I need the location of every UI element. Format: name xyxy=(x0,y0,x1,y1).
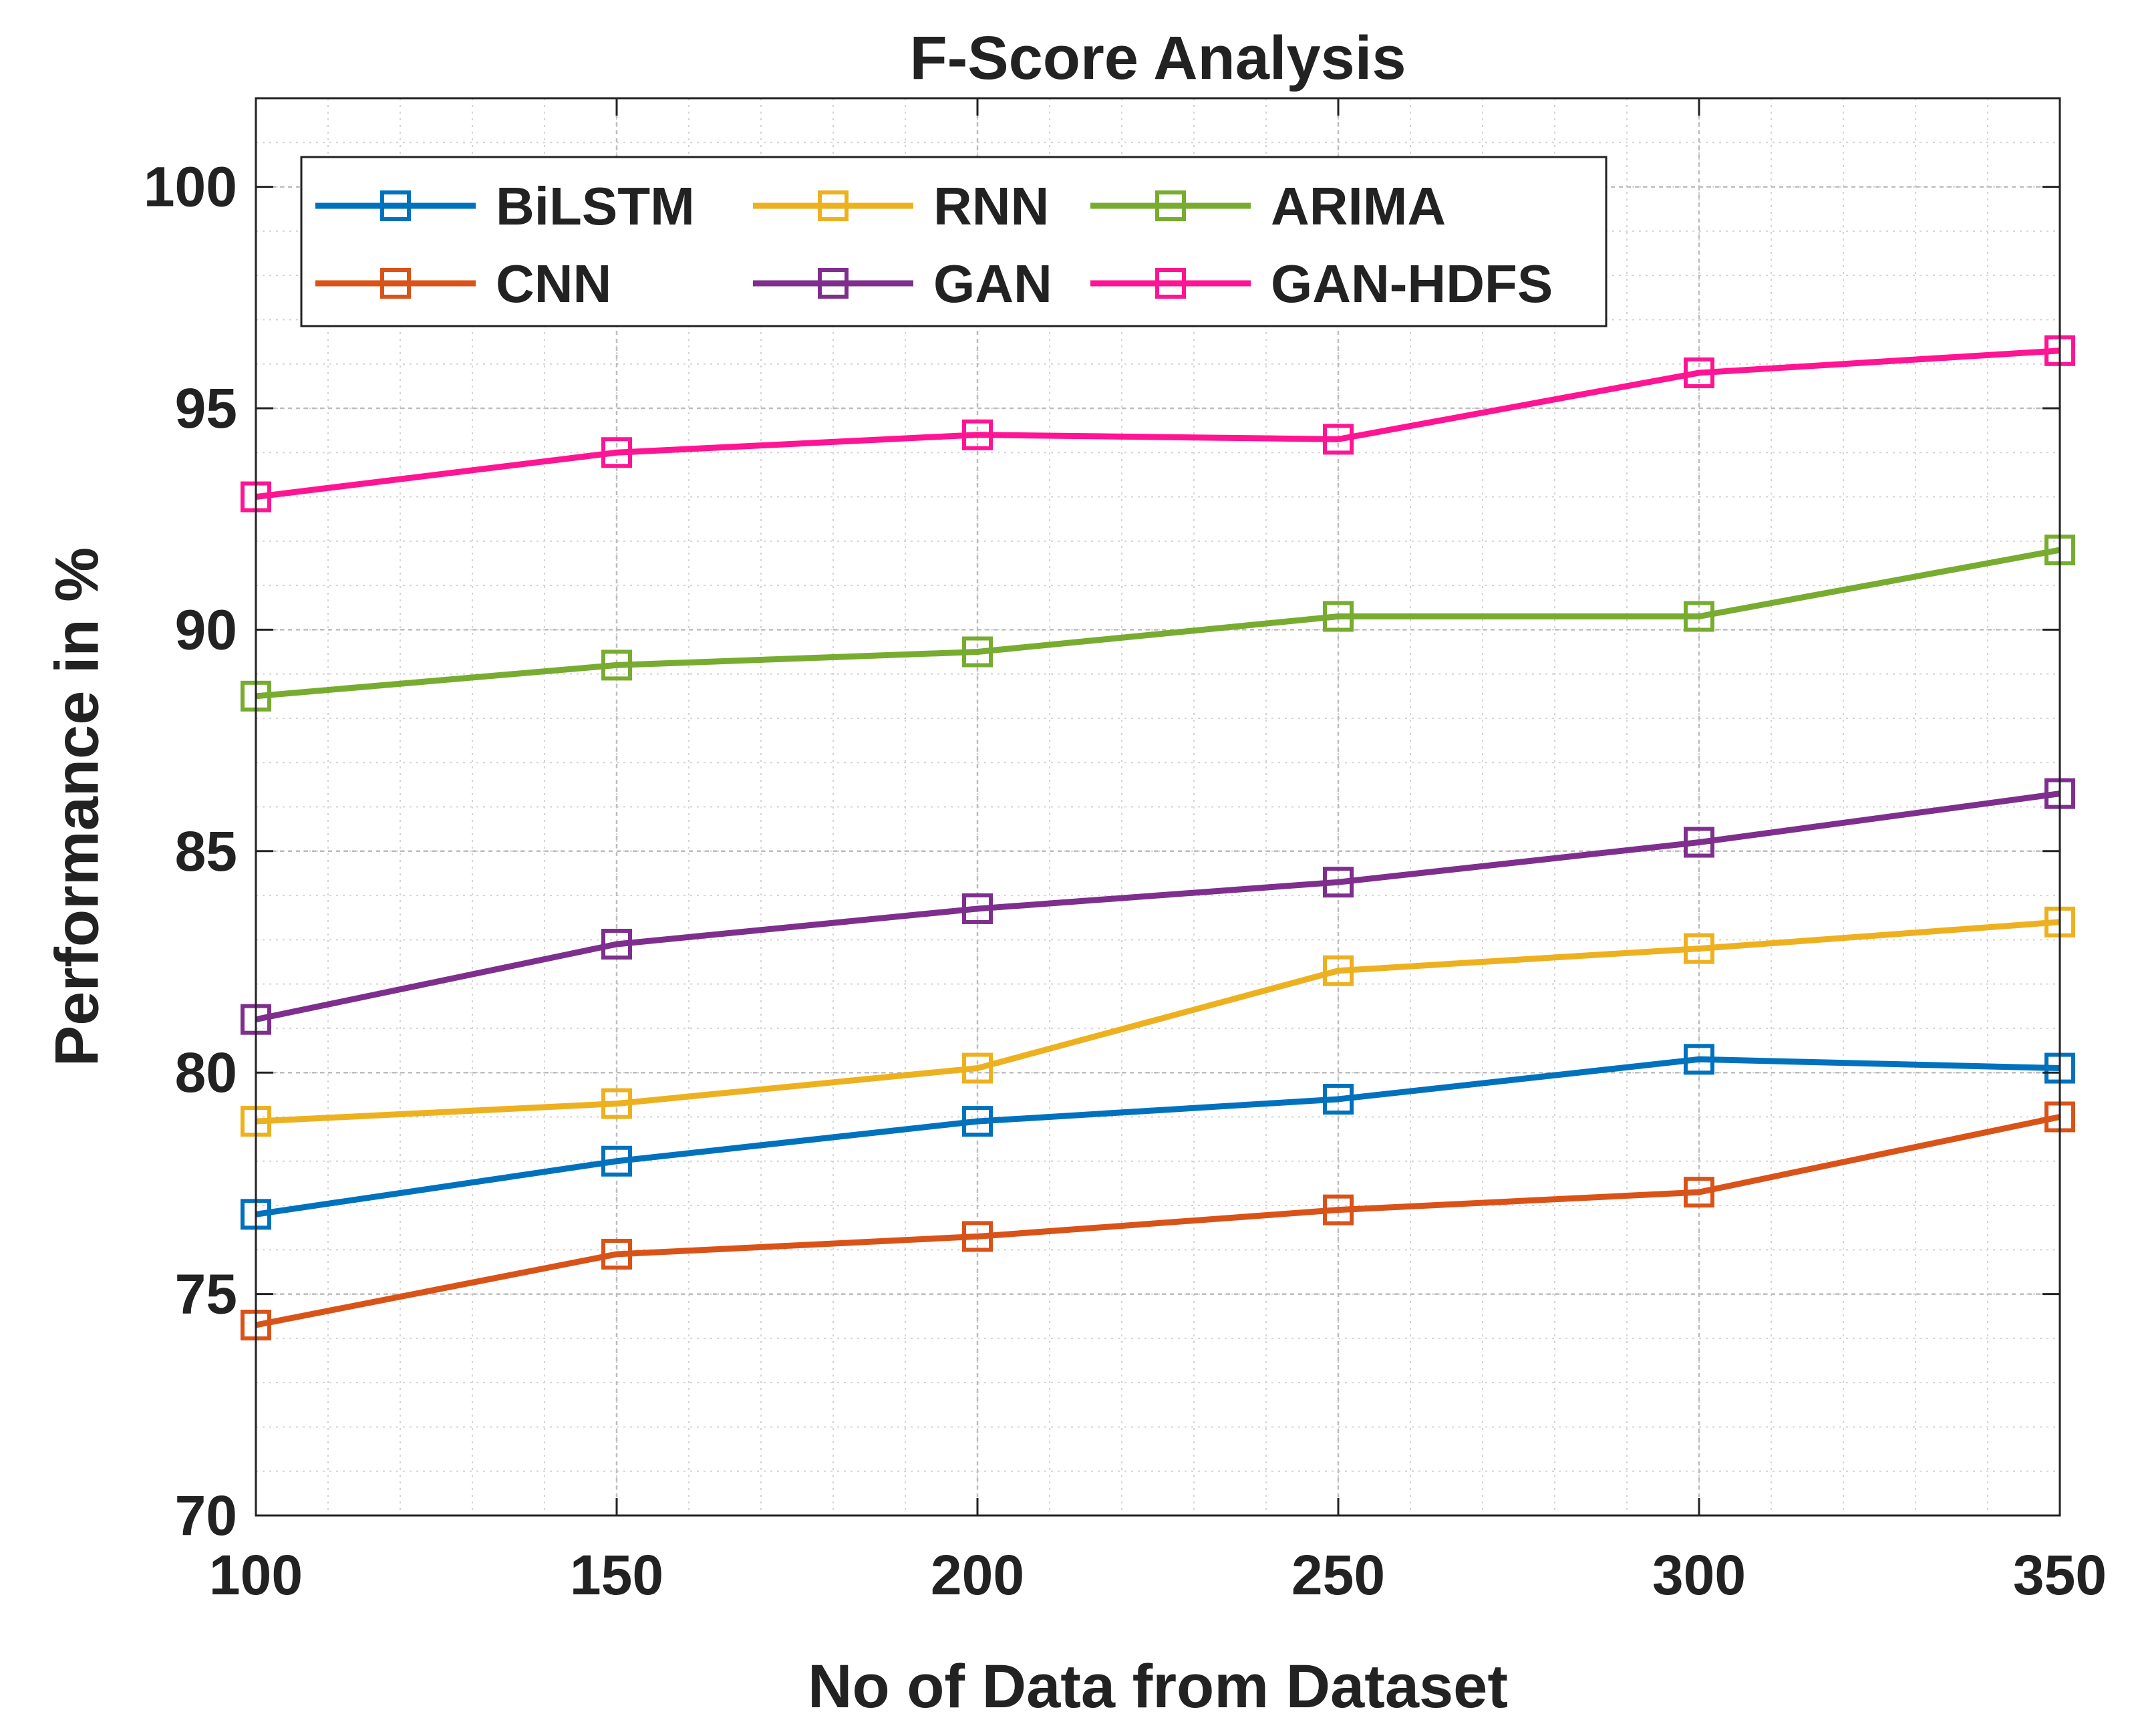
legend-label: CNN xyxy=(496,254,611,313)
data-point-gan xyxy=(1323,867,1354,898)
data-point-gan-hdfs xyxy=(601,437,632,468)
data-point-arima xyxy=(601,649,632,681)
legend-item-gan-hdfs: GAN-HDFS xyxy=(1090,254,1553,313)
y-tick-label: 75 xyxy=(175,1263,237,1326)
y-tick-label: 70 xyxy=(175,1484,237,1547)
legend-label: GAN-HDFS xyxy=(1271,254,1553,313)
legend-label: GAN xyxy=(933,254,1052,313)
legend-label: BiLSTM xyxy=(496,176,695,236)
data-point-gan xyxy=(962,893,993,924)
y-tick-label: 85 xyxy=(175,820,237,883)
legend-swatch-marker xyxy=(818,268,849,299)
legend-label: RNN xyxy=(933,176,1049,236)
legend-label: ARIMA xyxy=(1271,176,1446,236)
y-tick-label: 80 xyxy=(175,1041,237,1104)
legend-box xyxy=(300,156,1608,327)
x-tick-label: 150 xyxy=(570,1544,663,1606)
y-axis-label: Performance in % xyxy=(43,547,111,1066)
x-tick-label: 100 xyxy=(209,1544,303,1606)
legend-item-rnn: RNN xyxy=(753,176,1049,236)
data-point-bilstm xyxy=(1684,1044,1714,1075)
series-line-gan-hdfs xyxy=(255,347,2061,500)
x-tick-labels: 100 150 200 250 300 350 xyxy=(209,1544,2107,1606)
series-line-gan xyxy=(255,790,2061,1023)
data-point-gan-hdfs xyxy=(1323,424,1354,455)
series-line-bilstm xyxy=(255,1056,2061,1217)
data-point-rnn xyxy=(601,1088,632,1119)
x-tick-label: 350 xyxy=(2013,1544,2107,1606)
y-tick-label: 95 xyxy=(175,377,237,440)
data-point-arima xyxy=(1323,601,1354,632)
legend-swatch-marker xyxy=(1155,190,1186,221)
y-tick-label: 90 xyxy=(175,598,237,661)
data-point-arima xyxy=(962,636,993,668)
legend: BiLSTM RNN ARIMA CNN GAN GAN-HDFS xyxy=(300,156,1608,327)
series-line-arima xyxy=(255,547,2061,700)
legend-item-cnn: CNN xyxy=(315,254,611,313)
legend-swatch-marker xyxy=(1155,268,1186,299)
x-tick-label: 200 xyxy=(931,1544,1024,1606)
data-point-cnn xyxy=(1684,1177,1714,1208)
y-tick-label: 100 xyxy=(144,156,237,219)
data-point-gan-hdfs xyxy=(962,419,993,450)
data-point-bilstm xyxy=(601,1145,632,1177)
data-point-arima xyxy=(1684,601,1714,632)
x-tick-label: 250 xyxy=(1291,1544,1385,1606)
legend-swatch-marker xyxy=(380,268,411,299)
legend-swatch-marker xyxy=(818,190,849,221)
data-point-gan-hdfs xyxy=(1684,357,1714,388)
data-point-gan xyxy=(1684,827,1714,858)
chart-title: F-Score Analysis xyxy=(909,24,1406,92)
series-line-rnn xyxy=(255,919,2061,1125)
data-point-cnn xyxy=(1323,1194,1354,1225)
data-point-rnn xyxy=(1684,933,1714,964)
x-axis-label: No of Data from Dataset xyxy=(808,1652,1508,1721)
x-tick-label: 300 xyxy=(1652,1544,1746,1606)
data-point-bilstm xyxy=(962,1106,993,1137)
data-point-gan xyxy=(601,928,632,960)
series-cnn xyxy=(241,1101,2075,1340)
series-line-cnn xyxy=(255,1114,2061,1328)
series-layer xyxy=(241,335,2075,1340)
data-point-cnn xyxy=(962,1221,993,1252)
legend-item-bilstm: BiLSTM xyxy=(315,176,695,236)
legend-item-gan: GAN xyxy=(753,254,1052,313)
data-point-rnn xyxy=(962,1052,993,1084)
data-point-rnn xyxy=(1323,955,1354,986)
legend-swatch-marker xyxy=(380,190,411,221)
legend-item-arima: ARIMA xyxy=(1090,176,1446,236)
data-point-cnn xyxy=(601,1238,632,1270)
y-tick-labels: 70 75 80 85 90 95 100 xyxy=(144,156,237,1547)
plot-frame xyxy=(255,97,2061,1517)
axis-ticks xyxy=(255,98,2061,1517)
data-point-bilstm xyxy=(1323,1083,1354,1115)
